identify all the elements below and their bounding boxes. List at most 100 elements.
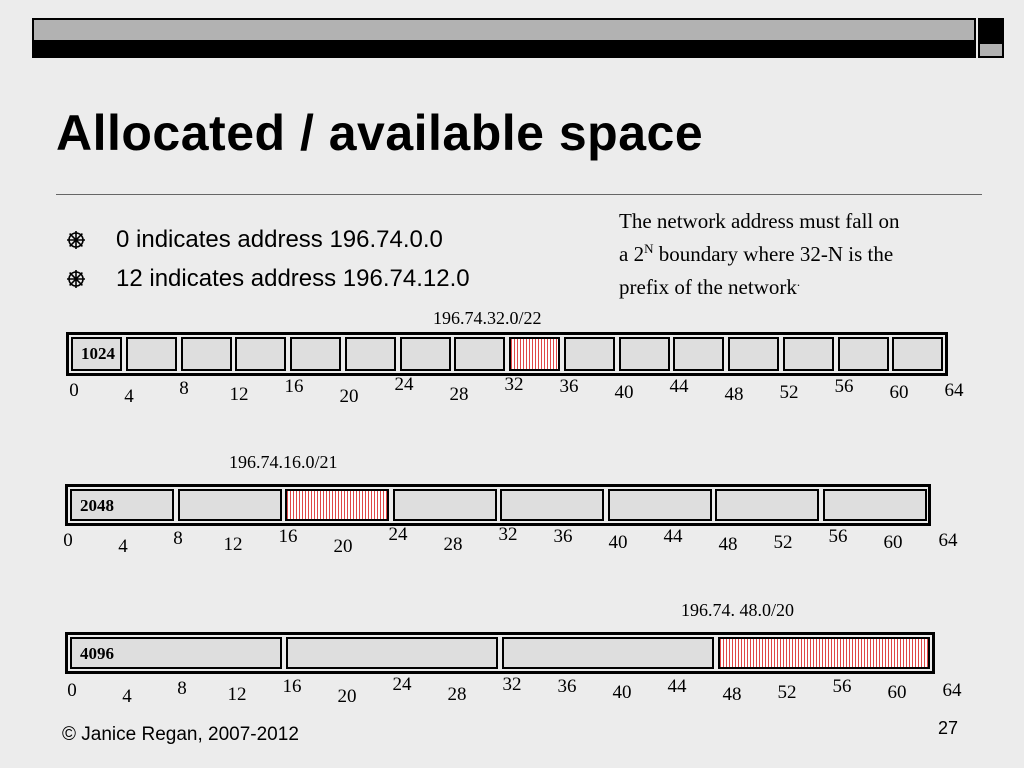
- tick-label: 28: [443, 534, 463, 555]
- tick-label: 48: [722, 684, 742, 705]
- allocated-block: [718, 637, 930, 669]
- note-line-3: prefix of the network.: [619, 274, 801, 299]
- address-block: [178, 489, 282, 521]
- tick-label: 44: [663, 526, 683, 547]
- tick-label: 44: [667, 676, 687, 697]
- title-divider: [56, 194, 982, 195]
- tick-label: 32: [498, 524, 518, 545]
- tick-label: 36: [557, 676, 577, 697]
- bullet-item-2: 12 indicates address 196.74.12.0: [66, 265, 470, 293]
- allocated-block: [509, 337, 560, 371]
- address-block: [181, 337, 232, 371]
- address-block: [126, 337, 177, 371]
- tick-label: 64: [944, 380, 964, 401]
- tick-label: 24: [388, 524, 408, 545]
- tick-label: 24: [394, 374, 414, 395]
- address-block: [286, 637, 498, 669]
- top-bar-black: [32, 42, 976, 58]
- note-line-2: a 2N boundary where 32-N is the: [619, 241, 894, 266]
- tick-label: 4: [124, 386, 134, 407]
- page-number: 27: [938, 718, 959, 738]
- diagram-caption: 196.74.16.0/21: [229, 452, 338, 472]
- tick-label: 16: [282, 676, 302, 697]
- corner-block-black: [978, 18, 1004, 42]
- tick-label: 60: [887, 682, 907, 703]
- address-block: [454, 337, 505, 371]
- tick-label: 20: [333, 536, 353, 557]
- note-line-1: The network address must fall on: [619, 209, 900, 233]
- address-block: [290, 337, 341, 371]
- tick-label: 4: [118, 536, 128, 557]
- address-block: [715, 489, 819, 521]
- address-block: [838, 337, 889, 371]
- tick-label: 52: [773, 532, 793, 553]
- address-block: [500, 489, 604, 521]
- tick-label: 64: [942, 680, 962, 701]
- corner-block-gray: [978, 42, 1004, 58]
- snowflake-bullet-icon: [67, 231, 85, 249]
- diagram-caption: 196.74. 48.0/20: [681, 600, 795, 620]
- tick-label: 4: [122, 686, 132, 707]
- tick-label: 16: [284, 376, 304, 397]
- tick-label: 44: [669, 376, 689, 397]
- block-size-label: 4096: [80, 644, 114, 663]
- first-block: 4096: [70, 637, 282, 669]
- tick-label: 8: [179, 378, 189, 399]
- tick-label: 20: [337, 686, 357, 707]
- tick-label: 28: [447, 684, 467, 705]
- slide-title: Allocated / available space: [56, 105, 704, 161]
- bullet-text-2: 12 indicates address 196.74.12.0: [116, 265, 470, 292]
- tick-label: 24: [392, 674, 412, 695]
- tick-label: 48: [718, 534, 738, 555]
- block-size-label: 2048: [80, 496, 114, 515]
- block-size-label: 1024: [81, 344, 115, 363]
- address-block: [235, 337, 286, 371]
- tick-label: 64: [938, 530, 958, 551]
- address-block: [608, 489, 712, 521]
- boundary-note: The network address must fall on a 2N bo…: [619, 208, 974, 301]
- top-bar-gray: [32, 18, 976, 42]
- tick-label: 36: [553, 526, 573, 547]
- tick-label: 36: [559, 376, 579, 397]
- diagram-caption: 196.74.32.0/22: [433, 308, 542, 328]
- address-block: [619, 337, 670, 371]
- tick-label: 52: [777, 682, 797, 703]
- address-block: [783, 337, 834, 371]
- footer-copyright: © Janice Regan, 2007-2012: [62, 724, 299, 745]
- bullet-text-1: 0 indicates address 196.74.0.0: [116, 226, 443, 253]
- tick-label: 60: [889, 382, 909, 403]
- tick-label: 8: [173, 528, 183, 549]
- tick-label: 8: [177, 678, 187, 699]
- first-block: 1024: [71, 337, 122, 371]
- tick-label: 20: [339, 386, 359, 407]
- tick-label: 16: [278, 526, 298, 547]
- tick-label: 12: [223, 534, 243, 555]
- tick-label: 48: [724, 384, 744, 405]
- tick-label: 52: [779, 382, 799, 403]
- tick-label: 60: [883, 532, 903, 553]
- tick-label: 40: [614, 382, 634, 403]
- address-block: [502, 637, 714, 669]
- address-block: [393, 489, 497, 521]
- tick-label: 28: [449, 384, 469, 405]
- address-block: [728, 337, 779, 371]
- snowflake-bullet-icon: [67, 270, 85, 288]
- tick-label: 32: [502, 674, 522, 695]
- tick-label: 56: [828, 526, 848, 547]
- address-block: [564, 337, 615, 371]
- tick-label: 0: [69, 380, 79, 401]
- tick-label: 32: [504, 374, 524, 395]
- address-block: [823, 489, 927, 521]
- address-block: [400, 337, 451, 371]
- address-block: [892, 337, 943, 371]
- first-block: 2048: [70, 489, 174, 521]
- address-block: [673, 337, 724, 371]
- tick-label: 0: [67, 680, 77, 701]
- tick-label: 40: [608, 532, 628, 553]
- address-block: [345, 337, 396, 371]
- tick-label: 40: [612, 682, 632, 703]
- tick-label: 12: [227, 684, 247, 705]
- tick-label: 56: [834, 376, 854, 397]
- tick-label: 0: [63, 530, 73, 551]
- allocated-block: [285, 489, 389, 521]
